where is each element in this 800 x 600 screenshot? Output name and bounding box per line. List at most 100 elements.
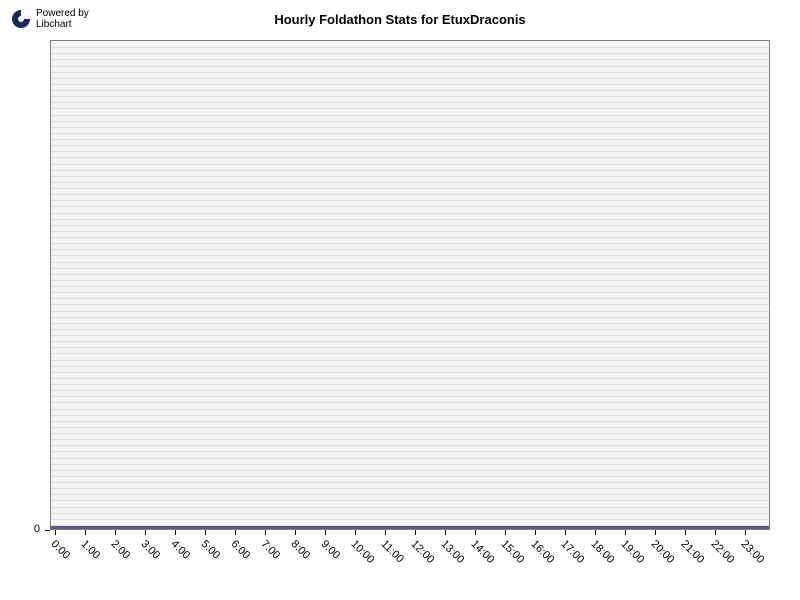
x-tick-mark [55, 530, 56, 535]
gridline [51, 439, 769, 440]
gridline [51, 292, 769, 293]
gridline [51, 115, 769, 116]
gridline [51, 194, 769, 195]
gridline [51, 415, 769, 416]
gridline [51, 84, 769, 85]
x-tick-label: 4:00 [168, 538, 192, 562]
gridline [51, 243, 769, 244]
gridline [51, 225, 769, 226]
data-baseline [51, 526, 769, 529]
gridline [51, 458, 769, 459]
plot-area [50, 40, 770, 530]
x-tick-label: 11:00 [378, 538, 405, 565]
x-tick-mark [145, 530, 146, 535]
gridline [51, 396, 769, 397]
x-tick-label: 15:00 [498, 538, 526, 566]
gridline [51, 72, 769, 73]
x-tick-label: 20:00 [648, 538, 676, 566]
gridline [51, 451, 769, 452]
x-tick-label: 5:00 [198, 538, 222, 562]
gridline [51, 286, 769, 287]
gridline [51, 494, 769, 495]
x-tick-mark [205, 530, 206, 535]
x-tick-mark [295, 530, 296, 535]
gridline [51, 519, 769, 520]
x-tick-label: 0:00 [48, 538, 72, 562]
x-tick-mark [505, 530, 506, 535]
x-tick-label: 1:00 [78, 538, 102, 562]
y-tick-mark [45, 530, 50, 531]
gridline [51, 445, 769, 446]
x-tick-mark [265, 530, 266, 535]
gridline [51, 102, 769, 103]
gridline [51, 262, 769, 263]
x-tick-mark [445, 530, 446, 535]
gridline [51, 90, 769, 91]
gridline [51, 298, 769, 299]
gridline [51, 231, 769, 232]
gridline [51, 384, 769, 385]
gridline [51, 219, 769, 220]
gridline [51, 335, 769, 336]
x-tick-mark [235, 530, 236, 535]
gridline [51, 507, 769, 508]
x-tick-label: 2:00 [108, 538, 132, 562]
gridline [51, 347, 769, 348]
gridline [51, 206, 769, 207]
x-tick-label: 23:00 [738, 538, 766, 566]
y-tick-label: 0 [0, 523, 40, 535]
x-tick-label: 18:00 [588, 538, 616, 566]
gridline [51, 249, 769, 250]
gridline [51, 304, 769, 305]
x-tick-label: 13:00 [438, 538, 466, 566]
x-tick-mark [565, 530, 566, 535]
gridline [51, 409, 769, 410]
gridline [51, 433, 769, 434]
gridline [51, 237, 769, 238]
x-tick-label: 7:00 [258, 538, 282, 562]
gridline [51, 500, 769, 501]
gridline [51, 329, 769, 330]
gridline [51, 133, 769, 134]
gridline [51, 311, 769, 312]
gridline [51, 176, 769, 177]
x-tick-mark [85, 530, 86, 535]
gridline [51, 66, 769, 67]
gridline [51, 378, 769, 379]
chart-container: Powered by Libchart Hourly Foldathon Sta… [0, 0, 800, 600]
gridline [51, 200, 769, 201]
gridline [51, 513, 769, 514]
x-tick-label: 9:00 [318, 538, 342, 562]
x-tick-label: 14:00 [468, 538, 496, 566]
x-tick-label: 22:00 [708, 538, 736, 566]
gridline [51, 47, 769, 48]
gridline [51, 108, 769, 109]
x-tick-mark [745, 530, 746, 535]
gridline [51, 274, 769, 275]
gridline [51, 96, 769, 97]
gridline [51, 164, 769, 165]
gridline [51, 280, 769, 281]
gridline [51, 464, 769, 465]
x-tick-mark [715, 530, 716, 535]
x-tick-label: 8:00 [288, 538, 312, 562]
gridline [51, 372, 769, 373]
chart-title: Hourly Foldathon Stats for EtuxDraconis [0, 12, 800, 27]
gridline [51, 390, 769, 391]
gridline [51, 402, 769, 403]
x-tick-mark [625, 530, 626, 535]
x-tick-label: 10:00 [348, 538, 376, 566]
x-tick-mark [685, 530, 686, 535]
gridline [51, 427, 769, 428]
x-tick-mark [355, 530, 356, 535]
gridline [51, 151, 769, 152]
x-tick-mark [175, 530, 176, 535]
x-tick-mark [115, 530, 116, 535]
x-tick-mark [385, 530, 386, 535]
x-tick-mark [325, 530, 326, 535]
gridline [51, 255, 769, 256]
x-tick-label: 16:00 [528, 538, 556, 566]
gridline [51, 421, 769, 422]
gridline [51, 157, 769, 158]
gridline [51, 78, 769, 79]
